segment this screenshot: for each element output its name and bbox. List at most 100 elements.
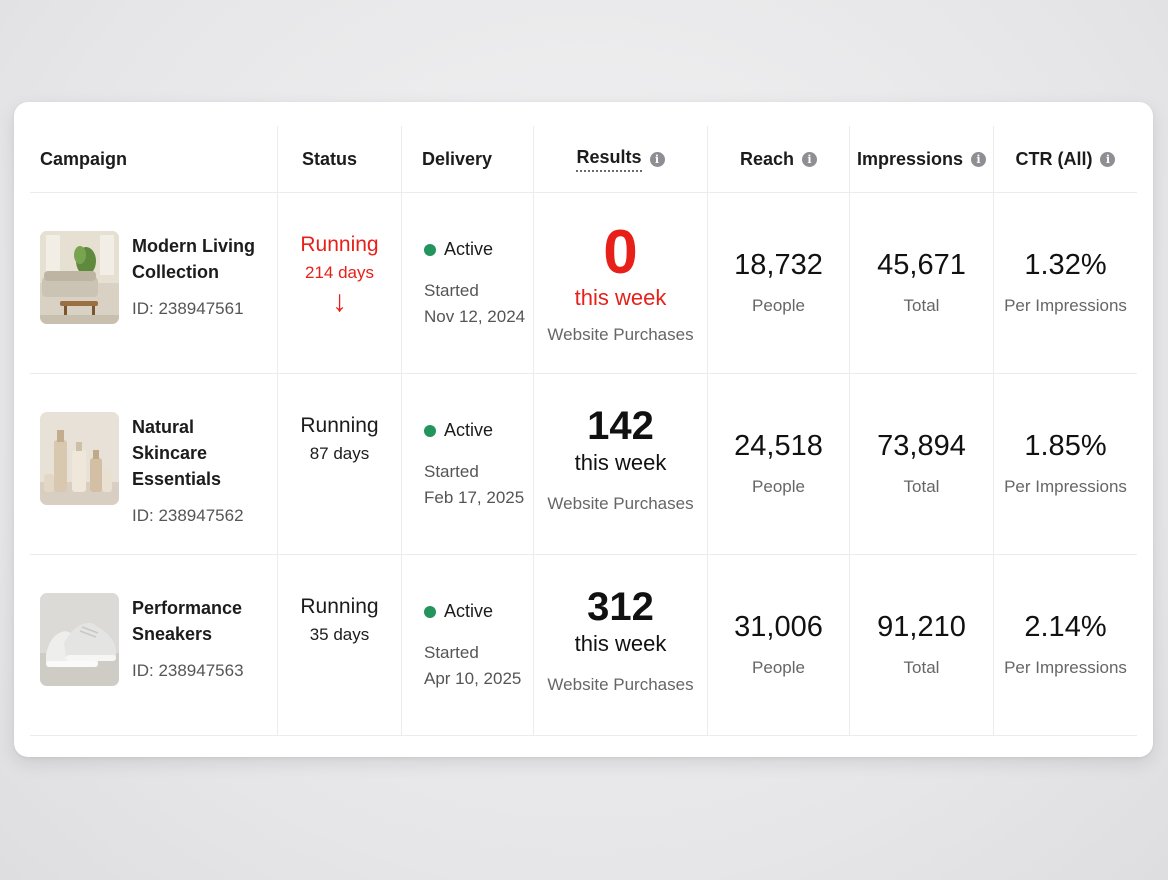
impressions-value: 91,210 <box>877 611 966 643</box>
header-impressions[interactable]: Impressions i <box>850 126 994 192</box>
results-type: Website Purchases <box>547 675 694 694</box>
ctr-cell: 1.85% Per Impressions <box>994 374 1137 554</box>
green-dot-icon <box>424 605 436 618</box>
impressions-value: 73,894 <box>877 430 966 462</box>
reach-value: 31,006 <box>734 611 823 643</box>
status-days: 35 days <box>309 625 370 644</box>
ctr-value: 1.32% <box>1024 249 1107 281</box>
campaign-name[interactable]: Natural Skincare Essentials <box>132 414 272 492</box>
started-date: Feb 17, 2025 <box>424 488 525 507</box>
header-results-label[interactable]: Results <box>576 147 642 172</box>
green-dot-icon <box>424 424 436 437</box>
impressions-unit: Total <box>903 477 940 496</box>
campaign-name-line1: Natural Skincare <box>132 417 208 463</box>
status-label: Running <box>300 595 379 618</box>
header-campaign[interactable]: Campaign <box>30 126 278 192</box>
impressions-cell: 73,894 Total <box>850 374 994 554</box>
started-label: Started <box>424 462 479 481</box>
results-cell: 312 this week Website Purchases <box>534 555 708 735</box>
status-label: Running <box>300 414 379 437</box>
campaign-cell[interactable]: Natural Skincare Essentials ID: 23894756… <box>30 374 278 554</box>
reach-unit: People <box>752 658 805 677</box>
header-ctr[interactable]: CTR (All) i <box>994 126 1137 192</box>
results-period: this week <box>574 450 667 475</box>
reach-value: 24,518 <box>734 430 823 462</box>
results-cell: 0 this week Website Purchases <box>534 193 708 373</box>
results-type: Website Purchases <box>547 325 694 344</box>
header-ctr-label: CTR (All) <box>1015 148 1093 169</box>
table-header: Campaign Status Delivery Results i Reach… <box>30 126 1137 193</box>
impressions-cell: 45,671 Total <box>850 193 994 373</box>
started-label: Started <box>424 643 479 662</box>
header-campaign-label: Campaign <box>40 148 128 169</box>
delivery-status: Active <box>424 239 533 260</box>
delivery-status: Active <box>424 420 533 441</box>
campaign-thumbnail-skincare <box>40 412 119 505</box>
reach-cell: 31,006 People <box>708 555 850 735</box>
delivery-started: Started Apr 10, 2025 <box>424 640 533 692</box>
started-date: Apr 10, 2025 <box>424 669 522 688</box>
started-date: Nov 12, 2024 <box>424 307 526 326</box>
reach-unit: People <box>752 477 805 496</box>
status-cell: Running 87 days <box>278 374 402 554</box>
info-icon[interactable]: i <box>1100 151 1116 167</box>
delivery-started: Started Nov 12, 2024 <box>424 278 533 330</box>
delivery-started: Started Feb 17, 2025 <box>424 459 533 511</box>
delivery-status: Active <box>424 601 533 622</box>
header-impressions-label: Impressions <box>856 148 964 169</box>
reach-value: 18,732 <box>734 249 823 281</box>
info-icon[interactable]: i <box>802 151 818 167</box>
campaign-table: Campaign Status Delivery Results i Reach… <box>30 126 1137 736</box>
campaign-name[interactable]: Modern Living Collection <box>132 233 272 285</box>
ctr-unit: Per Impressions <box>1004 477 1127 496</box>
campaign-name-line1: Performance <box>132 598 243 618</box>
table-row[interactable]: Modern Living Collection ID: 238947561 R… <box>30 193 1137 374</box>
campaign-table-card: Campaign Status Delivery Results i Reach… <box>14 102 1153 757</box>
impressions-unit: Total <box>903 658 940 677</box>
campaign-name-line2: Essentials <box>132 469 222 489</box>
results-type: Website Purchases <box>547 494 694 513</box>
campaign-name-line2: Collection <box>132 262 220 282</box>
header-delivery[interactable]: Delivery <box>402 126 534 192</box>
results-cell: 142 this week Website Purchases <box>534 374 708 554</box>
info-icon[interactable]: i <box>971 151 987 167</box>
ctr-value: 1.85% <box>1024 430 1107 462</box>
header-reach-label: Reach <box>739 148 795 169</box>
campaign-cell[interactable]: Performance Sneakers ID: 238947563 <box>30 555 278 735</box>
header-results[interactable]: Results i <box>534 126 708 192</box>
info-icon[interactable]: i <box>649 151 665 167</box>
campaign-name-line1: Modern Living <box>132 236 255 256</box>
reach-unit: People <box>752 296 805 315</box>
started-label: Started <box>424 281 479 300</box>
results-value: 0 <box>603 218 638 287</box>
impressions-unit: Total <box>903 296 940 315</box>
delivery-label: Active <box>444 601 494 621</box>
ctr-cell: 1.32% Per Impressions <box>994 193 1137 373</box>
campaign-cell[interactable]: Modern Living Collection ID: 238947561 <box>30 193 278 373</box>
campaign-thumbnail-living-room <box>40 231 119 324</box>
reach-cell: 24,518 People <box>708 374 850 554</box>
header-reach[interactable]: Reach i <box>708 126 850 192</box>
delivery-label: Active <box>444 420 494 440</box>
ctr-cell: 2.14% Per Impressions <box>994 555 1137 735</box>
campaign-name[interactable]: Performance Sneakers <box>132 595 272 647</box>
header-status[interactable]: Status <box>278 126 402 192</box>
status-cell: Running 35 days <box>278 555 402 735</box>
table-row[interactable]: Performance Sneakers ID: 238947563 Runni… <box>30 555 1137 736</box>
results-value: 142 <box>587 404 654 448</box>
status-cell: Running 214 days ↓ <box>278 193 402 373</box>
results-period: this week <box>574 285 667 310</box>
header-delivery-label: Delivery <box>422 148 493 169</box>
campaign-id: ID: 238947563 <box>132 661 244 680</box>
ctr-unit: Per Impressions <box>1004 296 1127 315</box>
skincare-bottles-image <box>40 412 119 505</box>
ctr-value: 2.14% <box>1024 611 1107 643</box>
table-row[interactable]: Natural Skincare Essentials ID: 23894756… <box>30 374 1137 555</box>
living-room-image <box>40 231 119 324</box>
delivery-cell: Active Started Apr 10, 2025 <box>402 555 534 735</box>
impressions-cell: 91,210 Total <box>850 555 994 735</box>
green-dot-icon <box>424 243 436 256</box>
impressions-value: 45,671 <box>877 249 966 281</box>
arrow-down-icon: ↓ <box>332 285 347 318</box>
campaign-name-line2: Sneakers <box>132 624 213 644</box>
